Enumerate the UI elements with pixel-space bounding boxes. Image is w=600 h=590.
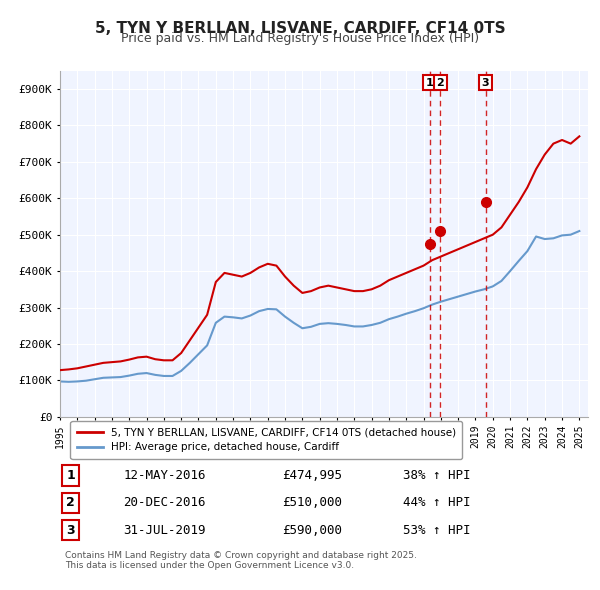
Text: £474,995: £474,995: [282, 469, 342, 482]
Text: 2: 2: [436, 78, 444, 88]
Text: 3: 3: [482, 78, 490, 88]
Text: 1: 1: [426, 78, 434, 88]
Text: 38% ↑ HPI: 38% ↑ HPI: [403, 469, 471, 482]
Text: 1: 1: [66, 469, 75, 482]
Text: 3: 3: [66, 523, 75, 536]
Text: £510,000: £510,000: [282, 496, 342, 509]
Text: 5, TYN Y BERLLAN, LISVANE, CARDIFF, CF14 0TS: 5, TYN Y BERLLAN, LISVANE, CARDIFF, CF14…: [95, 21, 505, 35]
Text: Price paid vs. HM Land Registry's House Price Index (HPI): Price paid vs. HM Land Registry's House …: [121, 32, 479, 45]
Text: 53% ↑ HPI: 53% ↑ HPI: [403, 523, 471, 536]
Text: Contains HM Land Registry data © Crown copyright and database right 2025.
This d: Contains HM Land Registry data © Crown c…: [65, 550, 417, 570]
Text: 31-JUL-2019: 31-JUL-2019: [124, 523, 206, 536]
Text: £590,000: £590,000: [282, 523, 342, 536]
Text: 2: 2: [66, 496, 75, 509]
Text: 20-DEC-2016: 20-DEC-2016: [124, 496, 206, 509]
Text: 12-MAY-2016: 12-MAY-2016: [124, 469, 206, 482]
Legend: 5, TYN Y BERLLAN, LISVANE, CARDIFF, CF14 0TS (detached house), HPI: Average pric: 5, TYN Y BERLLAN, LISVANE, CARDIFF, CF14…: [70, 421, 463, 458]
Text: 44% ↑ HPI: 44% ↑ HPI: [403, 496, 471, 509]
